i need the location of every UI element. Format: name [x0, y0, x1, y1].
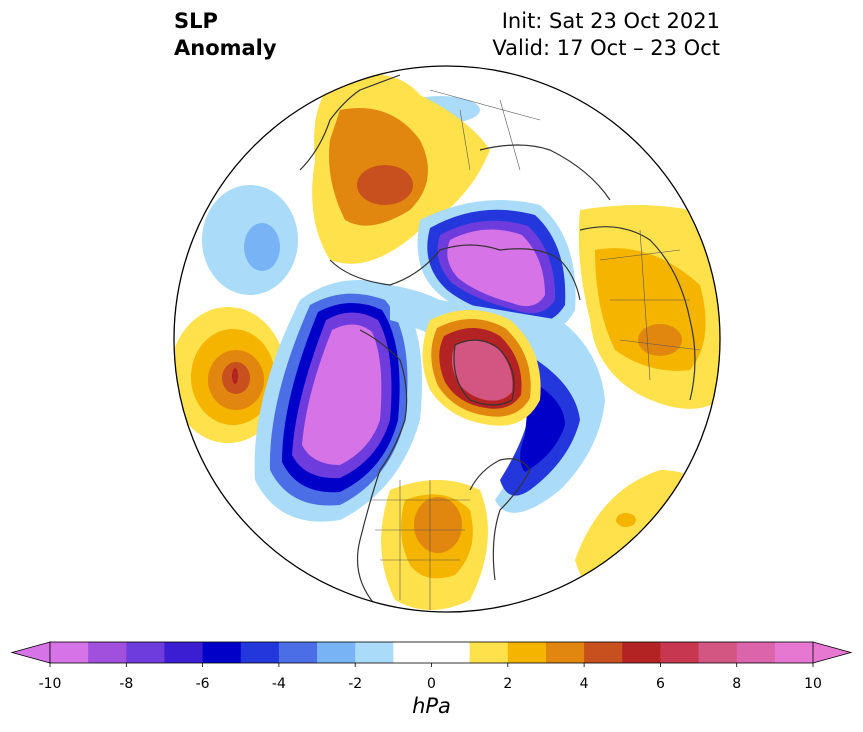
colorbar-unit: hPa — [412, 694, 451, 718]
colorbar-tick-label: 8 — [732, 676, 741, 690]
colorbar-extend-high — [812, 641, 853, 664]
colorbar-tick-label: 10 — [804, 676, 822, 690]
colorbar-swatch — [355, 642, 394, 663]
colorbar-swatch — [469, 642, 509, 663]
colorbar-tick-label: -8 — [119, 676, 133, 690]
colorbar-swatch — [660, 642, 700, 663]
borders-asia — [429, 89, 541, 171]
coastline-greenland — [453, 339, 515, 406]
colorbar-tick-label: 6 — [656, 676, 665, 690]
coastline-europe — [579, 226, 696, 401]
globe-boundary — [173, 65, 721, 613]
colorbar-swatch — [164, 642, 204, 663]
colorbar-tick-label: -4 — [272, 676, 286, 690]
anomaly-eurasia-high-3 — [638, 324, 682, 356]
title-line-1: SLP — [174, 9, 218, 33]
anomaly-atlantic-high-2 — [616, 513, 636, 527]
anomaly-na-high-3 — [414, 497, 462, 553]
colorbar-extend-low — [10, 641, 51, 664]
map-title: SLP Anomaly — [174, 8, 277, 62]
coastline-siberia — [329, 244, 581, 301]
colorbar-swatch — [736, 642, 776, 663]
colorbar-swatch — [88, 642, 127, 663]
polar-map — [173, 65, 721, 613]
coastline-asia — [299, 74, 401, 171]
colorbar-swatch — [584, 642, 623, 663]
anomaly-alaska-low-5 — [302, 324, 382, 465]
colorbar-swatch — [278, 642, 318, 663]
coastline-asia-north — [479, 144, 611, 201]
colorbar-tick-label: 0 — [427, 676, 436, 690]
colorbar-swatch — [202, 642, 242, 663]
coastlines — [299, 74, 696, 611]
colorbar-swatch — [431, 642, 471, 663]
colorbar-tick-label: 4 — [580, 676, 589, 690]
colorbar-swatch — [126, 642, 165, 663]
valid-range: Valid: 17 Oct – 23 Oct — [492, 36, 720, 60]
title-line-2: Anomaly — [174, 36, 277, 60]
anomaly-greenland-high-4 — [451, 340, 513, 401]
colorbar-tick-label: 2 — [503, 676, 512, 690]
borders-europe — [599, 229, 701, 381]
colorbar-swatch — [317, 642, 356, 663]
colorbar-swatch — [545, 642, 585, 663]
anomaly-pacific-low-inner — [244, 223, 280, 271]
colorbar: -10 -8 -6 -4 -2 0 2 4 6 8 10 — [10, 641, 853, 690]
init-date: Init: Sat 23 Oct 2021 — [501, 9, 720, 33]
coastline-na-west — [356, 329, 408, 611]
coastline-na-east — [469, 458, 531, 581]
date-info: Init: Sat 23 Oct 2021 Valid: 17 Oct – 23… — [492, 8, 720, 62]
colorbar-swatch — [622, 642, 661, 663]
colorbar-ticks: -10 -8 -6 -4 -2 0 2 4 6 8 10 — [39, 663, 822, 690]
anomaly-siberian-high-3 — [357, 165, 413, 205]
colorbar-swatch — [774, 642, 814, 663]
borders-na — [370, 480, 470, 610]
colorbar-swatch — [50, 642, 89, 663]
colorbar-swatches — [10, 641, 853, 664]
colorbar-tick-label: -2 — [348, 676, 362, 690]
anomaly-field — [174, 74, 720, 610]
colorbar-swatch — [240, 642, 280, 663]
borders — [370, 89, 701, 610]
colorbar-tick-label: -6 — [196, 676, 210, 690]
colorbar-swatch — [507, 642, 547, 663]
anomaly-pacific-high-5 — [232, 368, 238, 384]
colorbar-swatch — [393, 642, 432, 663]
colorbar-swatch — [698, 642, 738, 663]
colorbar-tick-label: -10 — [39, 676, 62, 690]
